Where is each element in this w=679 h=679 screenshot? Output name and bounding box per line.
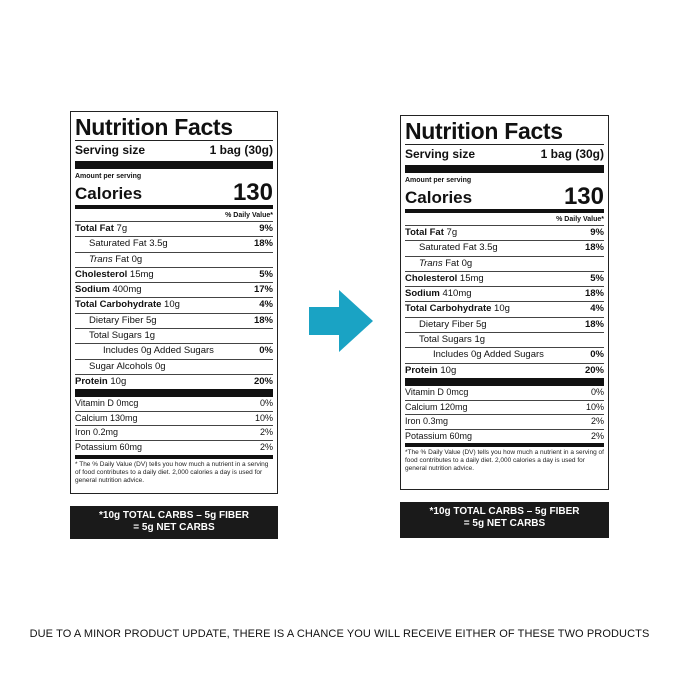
nutrient-row: Total Sugars 1g (405, 332, 604, 347)
nutrient-row: Trans Fat 0g (75, 251, 273, 267)
serving-size-value: 1 bag (30g) (540, 147, 604, 161)
nutrient-row: Cholesterol 15mg 5% (405, 270, 604, 286)
vitamin-row: Potassium 60mg 2% (75, 440, 273, 455)
net-carbs-line2: = 5g NET CARBS (133, 522, 215, 533)
nutrient-row: Cholesterol 15mg 5% (75, 266, 273, 282)
vitamin-row: Vitamin D 0mcg 0% (75, 398, 273, 409)
serving-size-label: Serving size (405, 147, 476, 161)
nutrient-row: Total Fat 7g 9% (405, 225, 604, 240)
nutrient-row: Sugar Alcohols 0g (75, 358, 273, 374)
daily-value-header: % Daily Value* (556, 216, 604, 223)
serving-size-label: Serving size (75, 143, 146, 157)
serving-size-row: Serving size 1 bag (30g) (405, 145, 604, 162)
serving-size-row: Serving size 1 bag (30g) (75, 141, 273, 158)
nutrition-label-original: Nutrition Facts Serving size 1 bag (30g)… (70, 111, 278, 494)
daily-value-header: % Daily Value* (225, 212, 273, 219)
daily-value-footnote: * The % Daily Value (DV) tells you how m… (75, 460, 269, 484)
nutrient-row: Saturated Fat 3.5g 18% (75, 236, 273, 251)
calories-value: 130 (563, 183, 604, 210)
net-carbs-line1: *10g TOTAL CARBS – 5g FIBER (98, 510, 250, 521)
calories-row: Calories 130 (75, 181, 273, 205)
calories-label: Calories (405, 188, 473, 207)
daily-value-footnote: *The % Daily Value (DV) tells you how mu… (405, 449, 604, 473)
calories-value: 130 (232, 179, 273, 206)
nutrient-row: Total Fat 7g 9% (75, 221, 273, 236)
nutrient-row: Dietary Fiber 5g 18% (405, 316, 604, 332)
net-carbs-box-original: *10g TOTAL CARBS – 5g FIBER = 5g NET CAR… (70, 506, 278, 539)
product-update-notice: DUE TO A MINOR PRODUCT UPDATE, THERE IS … (29, 628, 650, 640)
net-carbs-box-updated: *10g TOTAL CARBS – 5g FIBER = 5g NET CAR… (400, 502, 609, 538)
nutrient-row: Trans Fat 0g (405, 255, 604, 271)
nutrient-list: Total Fat 7g 9% Saturated Fat 3.5g 18% Tra… (75, 221, 273, 389)
vitamin-row: Iron 0.2mg 2% (75, 425, 273, 440)
nutrient-row: Sodium 410mg 18% (405, 286, 604, 301)
nutrition-label-updated: Nutrition Facts Serving size 1 bag (30g)… (400, 115, 609, 490)
nutrient-row: Total Carbohydrate 10g 4% (75, 297, 273, 312)
nutrient-row: Includes 0g Added Sugars 0% (405, 347, 604, 362)
nutrient-row: Saturated Fat 3.5g 18% (405, 240, 604, 255)
serving-size-value: 1 bag (30g) (209, 143, 273, 157)
vitamin-row: Calcium 120mg 10% (405, 399, 604, 415)
nutrient-row: Protein 10g 20% (75, 373, 273, 389)
nutrient-row: Protein 10g 20% (405, 362, 604, 378)
amount-per-serving: Amount per serving (75, 173, 142, 180)
nutrient-row: Total Carbohydrate 10g 4% (405, 301, 604, 316)
nutrient-row: Includes 0g Added Sugars 0% (75, 343, 273, 358)
arrow-right-icon (309, 290, 373, 352)
net-carbs-line1: *10g TOTAL CARBS – 5g FIBER (429, 506, 580, 517)
nutrient-row: Sodium 400mg 17% (75, 282, 273, 297)
nutrient-row: Dietary Fiber 5g 18% (75, 312, 273, 328)
calories-row: Calories 130 (405, 185, 604, 209)
amount-per-serving: Amount per serving (405, 177, 472, 184)
nutrient-row: Total Sugars 1g (75, 328, 273, 343)
vitamin-row: Calcium 130mg 10% (75, 410, 273, 426)
vitamin-list: Vitamin D 0mcg 0% Calcium 120mg 10% Iron 0… (405, 386, 604, 443)
vitamin-row: Potassium 60mg 2% (405, 428, 604, 444)
label-title: Nutrition Facts (405, 118, 563, 144)
net-carbs-line2: = 5g NET CARBS (463, 518, 546, 529)
label-title: Nutrition Facts (75, 114, 233, 140)
vitamin-row: Vitamin D 0mcg 0% (405, 386, 604, 397)
vitamin-row: Iron 0.3mg 2% (405, 414, 604, 429)
calories-label: Calories (75, 184, 143, 203)
nutrient-list: Total Fat 7g 9% Saturated Fat 3.5g 18% Tra… (405, 225, 604, 378)
vitamin-list: Vitamin D 0mcg 0% Calcium 130mg 10% Iron 0… (75, 397, 273, 454)
